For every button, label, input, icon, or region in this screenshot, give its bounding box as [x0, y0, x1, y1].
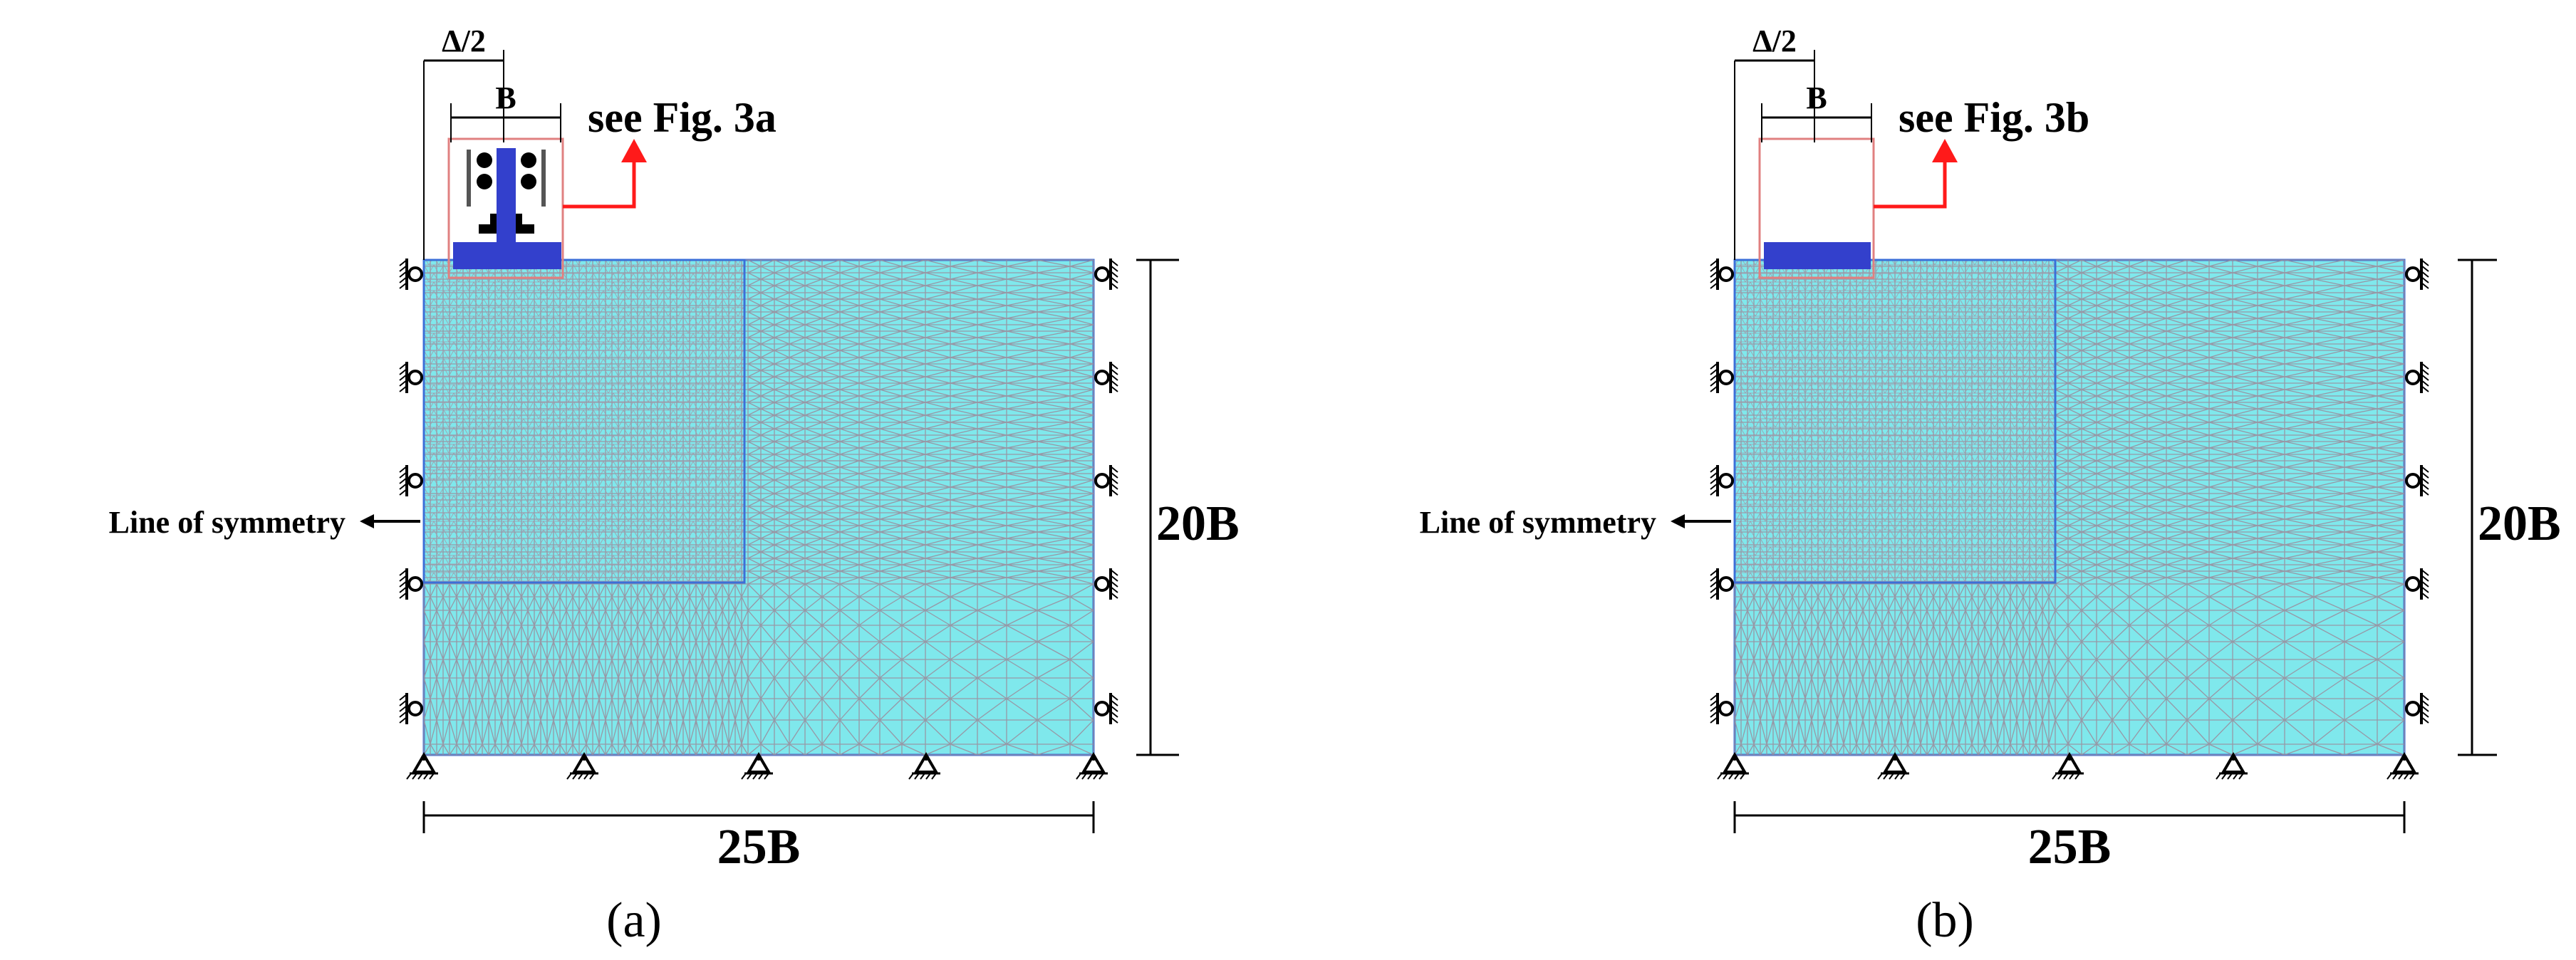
mesh-grid: [1734, 259, 2405, 756]
pin-support: [406, 752, 438, 780]
mesh-elements: [1734, 259, 2405, 756]
roller-support: [1094, 362, 1118, 393]
see-figure-label: see Fig. 3b: [1899, 94, 2089, 141]
width-label: B: [495, 80, 516, 115]
width-label: B: [1806, 80, 1827, 115]
roller-support: [1710, 568, 1734, 600]
roller-support: [1710, 259, 1734, 290]
bottom-pin-supports: [1717, 752, 2419, 780]
bottom-pin-supports: [406, 752, 1108, 780]
half-spacing-label: Δ/2: [442, 24, 486, 58]
roller-support: [2405, 259, 2429, 290]
pin-support: [741, 752, 773, 780]
half-spacing-label: Δ/2: [1752, 24, 1797, 58]
footing-plate: [453, 242, 561, 269]
symmetry-callout: Line of symmetry: [1420, 505, 1731, 540]
dimension-height: 20B: [1136, 259, 1240, 756]
height-label: 20B: [1156, 496, 1240, 551]
footing-pile: [447, 137, 564, 279]
left-roller-supports: [399, 259, 423, 724]
roller-support: [1094, 568, 1118, 600]
dimension-width: B: [450, 80, 561, 142]
pin-support: [1076, 752, 1108, 780]
roller-support: [2405, 568, 2429, 600]
pile-rollers: [467, 150, 546, 207]
right-roller-supports: [2405, 259, 2429, 724]
roller-support: [1094, 259, 1118, 290]
pin-support: [908, 752, 940, 780]
see-figure-callout: see Fig. 3b: [1874, 94, 2089, 209]
panel-caption: (b): [1916, 893, 1974, 948]
height-label: 20B: [2478, 496, 2561, 551]
pile-shaft: [497, 148, 516, 242]
dimension-half-spacing: Δ/2: [1734, 24, 1815, 260]
symmetry-label: Line of symmetry: [109, 505, 346, 540]
panel-a: Δ/2 B see Fig. 3a Line of symmetry 20B: [109, 24, 1240, 948]
right-roller-supports: [1094, 259, 1118, 724]
see-figure-callout: see Fig. 3a: [563, 94, 777, 209]
pin-support: [566, 752, 598, 780]
length-label: 25B: [717, 820, 801, 875]
soil-mesh: [1733, 259, 2406, 756]
panel-b: Δ/2 B see Fig. 3b Line of symmetry 20B: [1420, 24, 2561, 948]
pin-support: [1717, 752, 1749, 780]
pin-support: [1877, 752, 1909, 780]
roller-support: [1710, 693, 1734, 724]
dimension-height: 20B: [2458, 259, 2561, 756]
refined-zone: [422, 259, 746, 584]
symmetry-label: Line of symmetry: [1420, 505, 1656, 540]
pin-support: [2387, 752, 2419, 780]
roller-support: [399, 362, 423, 393]
roller-support: [2405, 693, 2429, 724]
dimension-half-spacing: Δ/2: [423, 24, 504, 260]
see-figure-label: see Fig. 3a: [588, 94, 777, 141]
roller-support: [2405, 465, 2429, 496]
panel-caption: (a): [606, 893, 662, 948]
roller-support: [399, 693, 423, 724]
left-roller-supports: [1710, 259, 1734, 724]
footing-plate: [1764, 242, 1871, 269]
pin-support: [2052, 752, 2084, 780]
pin-support: [2216, 752, 2248, 780]
length-label: 25B: [2028, 820, 2112, 875]
roller-support: [2405, 362, 2429, 393]
mesh-grid: [423, 259, 1094, 756]
roller-support: [1710, 362, 1734, 393]
roller-support: [399, 259, 423, 290]
mesh-elements: [423, 259, 1094, 756]
roller-support: [1094, 693, 1118, 724]
dimension-length: 25B: [1733, 801, 2406, 875]
roller-support: [399, 465, 423, 496]
symmetry-callout: Line of symmetry: [109, 505, 420, 540]
roller-support: [399, 568, 423, 600]
roller-support: [1710, 465, 1734, 496]
refined-zone: [1733, 259, 2057, 584]
footing-plain: [1758, 137, 1875, 279]
dimension-width: B: [1761, 80, 1872, 142]
soil-mesh: [422, 259, 1095, 756]
dimension-length: 25B: [422, 801, 1095, 875]
roller-support: [1094, 465, 1118, 496]
